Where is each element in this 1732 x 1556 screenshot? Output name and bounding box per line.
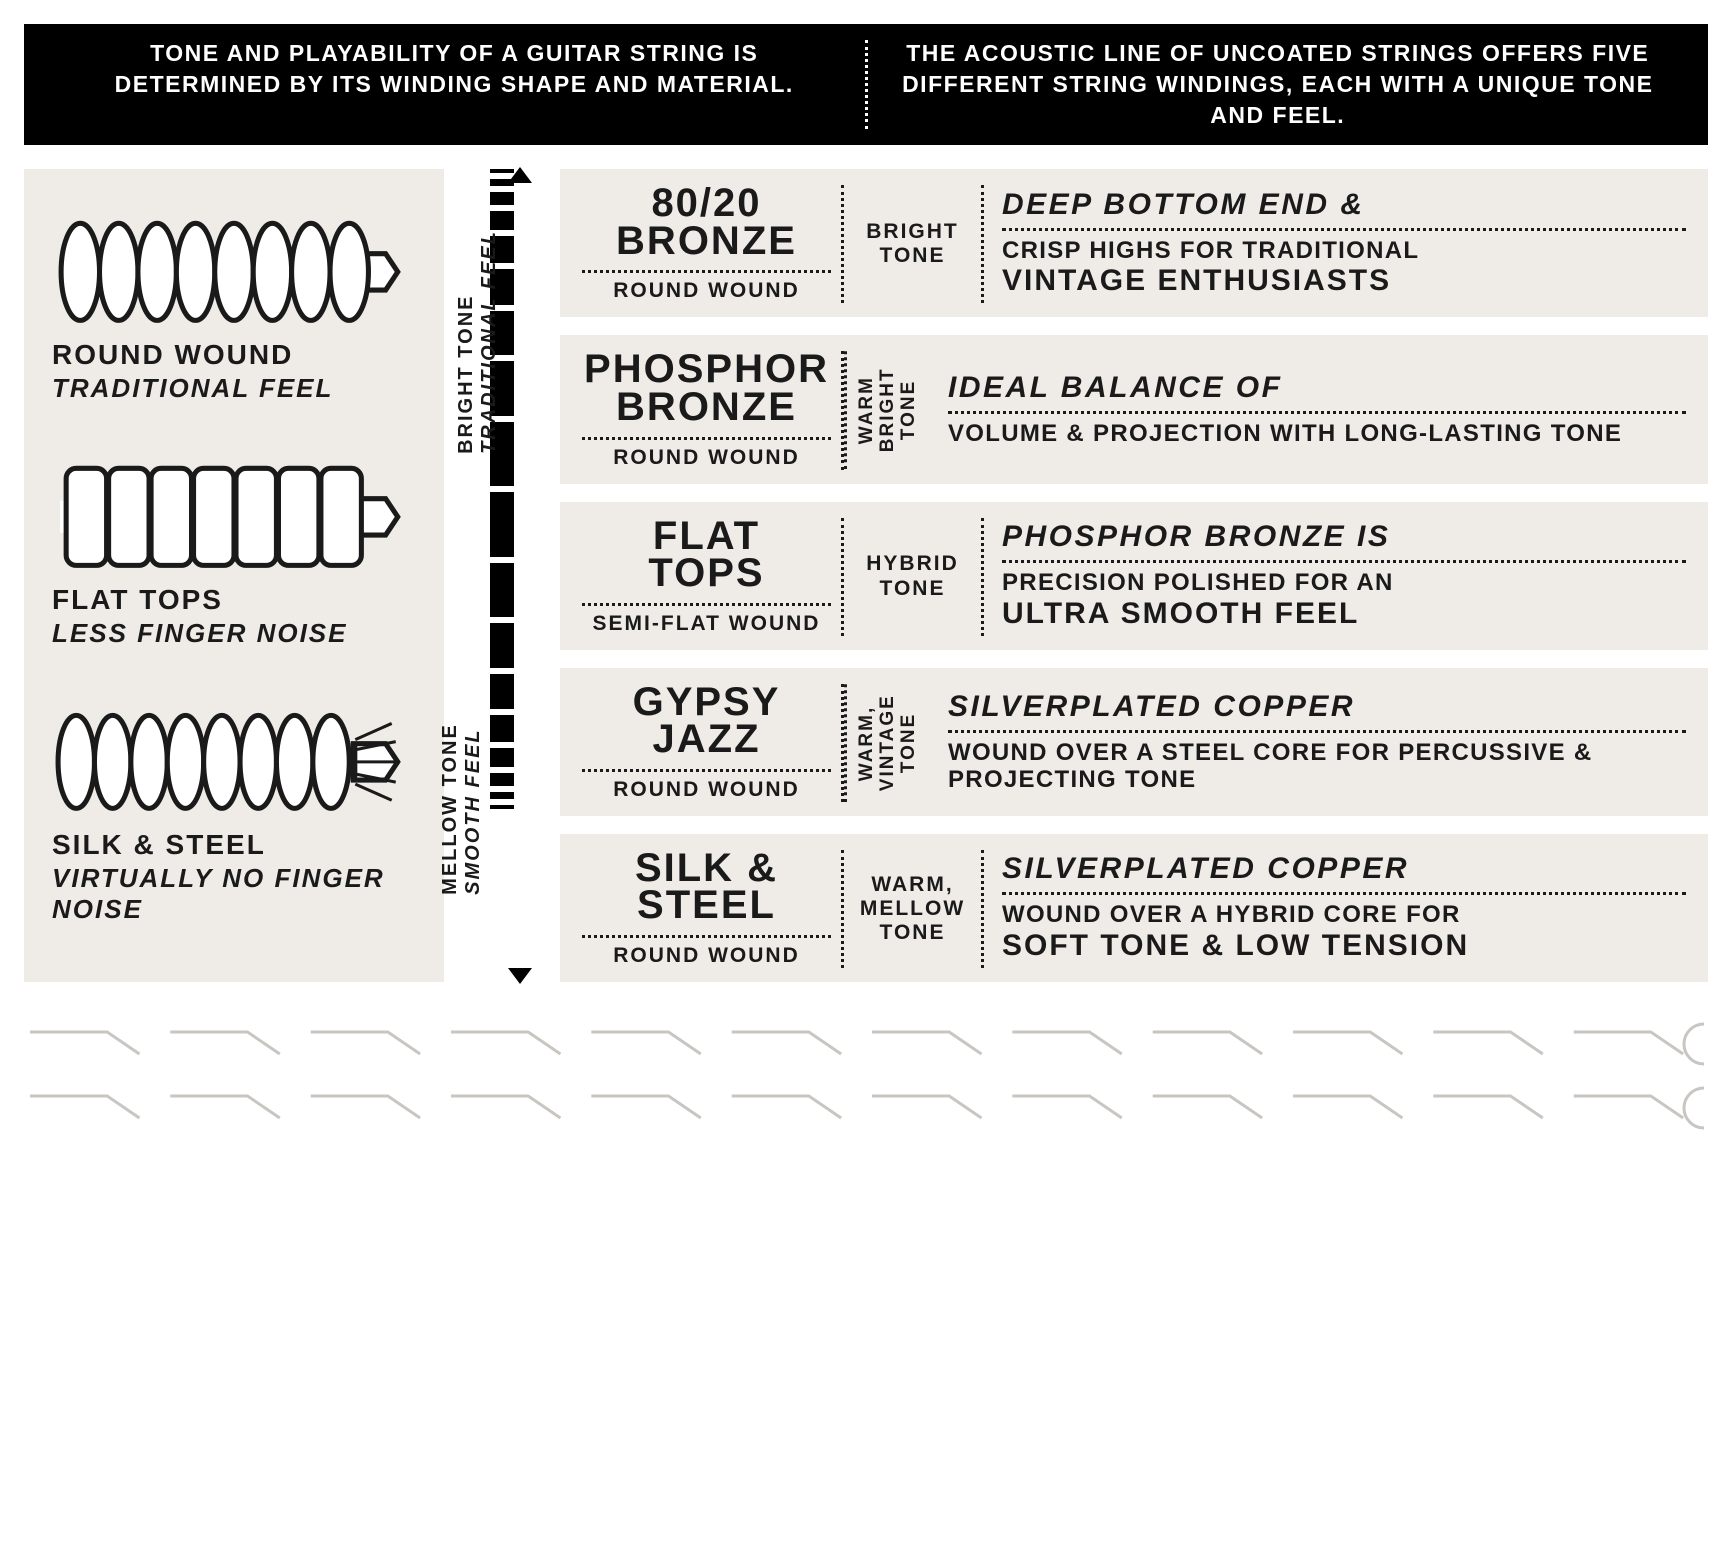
card-name-line2: BRONZE: [582, 223, 831, 261]
card-name-line1: PHOSPHOR: [582, 351, 831, 389]
card-name: FLAT TOPS SEMI-FLAT WOUND: [582, 518, 844, 636]
card-wound: ROUND WOUND: [582, 769, 831, 802]
scale-arrow-up-icon: [508, 167, 532, 183]
card-body: PRECISION POLISHED FOR ANULTRA SMOOTH FE…: [1002, 560, 1686, 631]
card-name: SILK & STEEL ROUND WOUND: [582, 850, 844, 968]
winding-title: ROUND WOUND: [52, 339, 416, 371]
card-desc: PHOSPHOR BRONZE IS PRECISION POLISHED FO…: [984, 518, 1686, 636]
card-headline: SILVERPLATED COPPER: [948, 692, 1686, 722]
card-desc: SILVERPLATED COPPER WOUND OVER A STEEL C…: [930, 684, 1686, 802]
card-name-line2: BRONZE: [582, 389, 831, 427]
card-name-line1: 80/20: [582, 185, 831, 223]
string-card-0: 80/20 BRONZE ROUND WOUND BRIGHTTONE DEEP…: [560, 169, 1708, 317]
card-name: 80/20 BRONZE ROUND WOUND: [582, 185, 844, 303]
scale-arrow-down-icon: [508, 968, 532, 984]
winding-shapes-panel: ROUND WOUND TRADITIONAL FEEL FLAT TOPS L…: [24, 169, 444, 982]
scale-bottom-bold: MELLOW TONE: [439, 723, 461, 895]
card-name: GYPSY JAZZ ROUND WOUND: [582, 684, 844, 802]
card-name-line2: TOPS: [582, 555, 831, 593]
scale-segment: [490, 192, 514, 205]
card-desc: IDEAL BALANCE OF VOLUME & PROJECTION WIT…: [930, 351, 1686, 469]
perforation-graphic: [24, 1004, 1708, 1144]
winding-round: ROUND WOUND TRADITIONAL FEEL: [52, 193, 416, 404]
card-wound: ROUND WOUND: [582, 935, 831, 968]
string-card-3: GYPSY JAZZ ROUND WOUND WARM,VINTAGETONE …: [560, 668, 1708, 816]
header-bar: TONE AND PLAYABILITY OF A GUITAR STRING …: [24, 24, 1708, 145]
winding-silk: SILK & STEEL VIRTUALLY NO FINGER NOISE: [52, 683, 416, 925]
card-name-line1: GYPSY: [582, 684, 831, 722]
scale-top-bold: BRIGHT TONE: [455, 295, 477, 454]
winding-flat-icon: [52, 438, 416, 578]
scale-segment: [490, 492, 514, 557]
card-headline: DEEP BOTTOM END &: [1002, 190, 1686, 220]
winding-round-icon: [52, 193, 416, 333]
card-body: VOLUME & PROJECTION WITH LONG-LASTING TO…: [948, 411, 1686, 448]
card-headline: SILVERPLATED COPPER: [1002, 854, 1686, 884]
scale-segment: [490, 748, 514, 767]
card-wound: SEMI-FLAT WOUND: [582, 603, 831, 636]
winding-sub: TRADITIONAL FEEL: [52, 373, 416, 404]
card-body: WOUND OVER A STEEL CORE FOR PERCUSSIVE &…: [948, 730, 1686, 794]
winding-sub: LESS FINGER NOISE: [52, 618, 416, 649]
card-tone: WARM,MELLOW TONE: [844, 850, 984, 968]
tone-scale: BRIGHT TONE TRADITIONAL FEEL MELLOW TONE…: [462, 169, 542, 982]
main-layout: ROUND WOUND TRADITIONAL FEEL FLAT TOPS L…: [24, 169, 1708, 982]
string-card-4: SILK & STEEL ROUND WOUND WARM,MELLOW TON…: [560, 834, 1708, 982]
card-name-line1: SILK &: [582, 850, 831, 888]
winding-silk-icon: [52, 683, 416, 823]
header-right: THE ACOUSTIC LINE OF UNCOATED STRINGS OF…: [872, 38, 1685, 131]
string-card-1: PHOSPHOR BRONZE ROUND WOUND WARMBRIGHTTO…: [560, 335, 1708, 483]
card-name-line1: FLAT: [582, 518, 831, 556]
scale-top-italic: TRADITIONAL FEEL: [478, 230, 500, 454]
string-cards: 80/20 BRONZE ROUND WOUND BRIGHTTONE DEEP…: [560, 169, 1708, 982]
card-tone: WARM,VINTAGETONE: [844, 684, 930, 802]
winding-flat: FLAT TOPS LESS FINGER NOISE: [52, 438, 416, 649]
card-tone: WARMBRIGHTTONE: [844, 351, 930, 469]
string-card-2: FLAT TOPS SEMI-FLAT WOUND HYBRIDTONE PHO…: [560, 502, 1708, 650]
header-divider: [865, 40, 868, 129]
winding-title: SILK & STEEL: [52, 829, 416, 861]
card-headline: PHOSPHOR BRONZE IS: [1002, 522, 1686, 552]
scale-label-bottom: MELLOW TONE SMOOTH FEEL: [439, 723, 485, 895]
scale-segment: [490, 623, 514, 668]
scale-segment: [490, 674, 514, 709]
scale-bottom-italic: SMOOTH FEEL: [462, 728, 484, 894]
scale-label-top: BRIGHT TONE TRADITIONAL FEEL: [455, 230, 501, 454]
card-name: PHOSPHOR BRONZE ROUND WOUND: [582, 351, 844, 469]
card-headline: IDEAL BALANCE OF: [948, 373, 1686, 403]
winding-sub: VIRTUALLY NO FINGER NOISE: [52, 863, 416, 925]
card-name-line2: STEEL: [582, 887, 831, 925]
card-desc: SILVERPLATED COPPER WOUND OVER A HYBRID …: [984, 850, 1686, 968]
card-tone: BRIGHTTONE: [844, 185, 984, 303]
winding-title: FLAT TOPS: [52, 584, 416, 616]
card-name-line2: JAZZ: [582, 721, 831, 759]
card-wound: ROUND WOUND: [582, 270, 831, 303]
scale-segment: [490, 792, 514, 799]
card-desc: DEEP BOTTOM END & CRISP HIGHS FOR TRADIT…: [984, 185, 1686, 303]
card-body: CRISP HIGHS FOR TRADITIONALVINTAGE ENTHU…: [1002, 228, 1686, 299]
scale-segment: [490, 805, 514, 809]
card-tone: HYBRIDTONE: [844, 518, 984, 636]
card-body: WOUND OVER A HYBRID CORE FORSOFT TONE & …: [1002, 892, 1686, 963]
scale-segment: [490, 211, 514, 230]
scale-segment: [490, 715, 514, 742]
scale-segment: [490, 773, 514, 786]
scale-segment: [490, 563, 514, 617]
header-left: TONE AND PLAYABILITY OF A GUITAR STRING …: [48, 38, 861, 131]
card-wound: ROUND WOUND: [582, 437, 831, 470]
